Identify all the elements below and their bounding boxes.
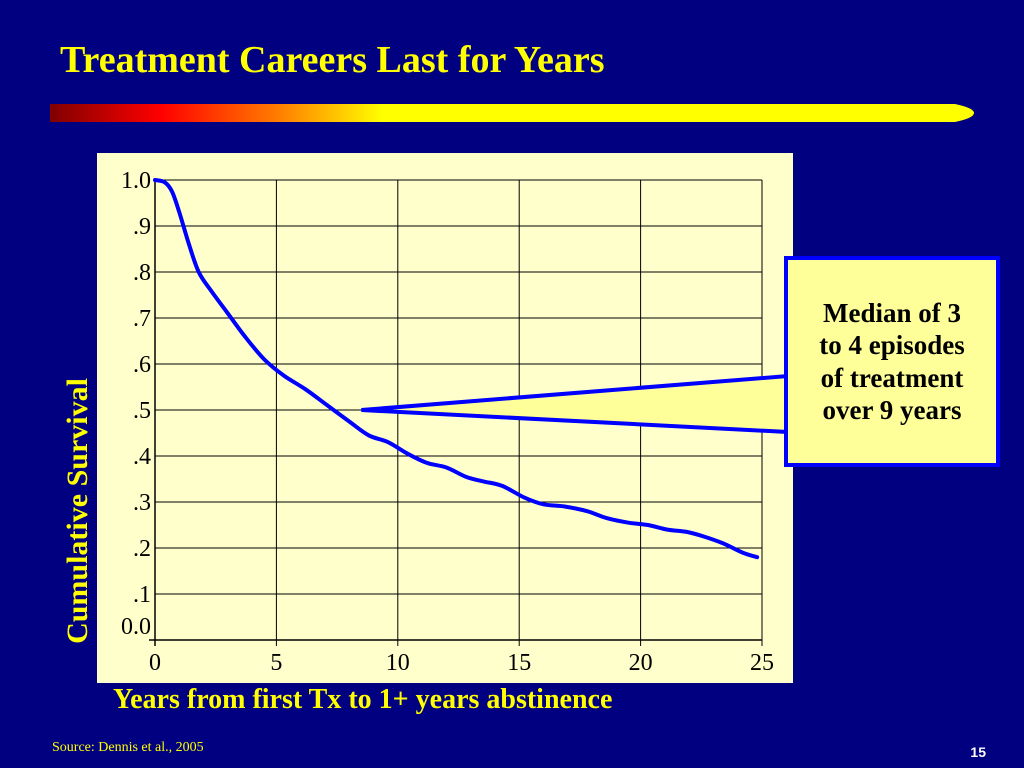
x-axis-label: Years from first Tx to 1+ years abstinen… <box>113 684 613 715</box>
tick-labels-layer: 0.0 .1 .2 .3 .4 .5 .6 .7 .8 .9 1.0 0 5 10 15 20 25 <box>121 168 774 676</box>
y-tick-label-8: .8 <box>133 260 151 286</box>
y-tick-label-6: .6 <box>133 352 151 378</box>
y-tick-label-2: .2 <box>133 536 151 562</box>
survival-curve <box>153 178 760 560</box>
x-tick-label-0: 0 <box>149 650 161 676</box>
title-underline-bar <box>50 104 974 122</box>
axes-layer <box>149 180 763 646</box>
x-tick-label-1: 5 <box>270 650 282 676</box>
x-tick-label-4: 20 <box>629 650 653 676</box>
callout-pointer-wedge <box>361 373 790 435</box>
y-tick-label-3: .3 <box>133 490 151 516</box>
y-tick-label-4: .4 <box>133 444 151 470</box>
y-tick-label-9: .9 <box>133 214 151 240</box>
page-number: 15 <box>970 744 986 760</box>
x-tick-label-2: 10 <box>386 650 410 676</box>
y-tick-label-7: .7 <box>133 306 151 332</box>
y-axis-label-text: Cumulative Survival <box>61 378 94 644</box>
callout-text: Median of 3 to 4 episodes of treatment o… <box>819 297 965 425</box>
x-tick-label-3: 15 <box>507 650 531 676</box>
x-tick-label-5: 25 <box>750 650 774 676</box>
series-layer <box>153 178 760 560</box>
y-tick-label-10: 1.0 <box>121 168 151 194</box>
y-tick-label-5: .5 <box>133 398 151 424</box>
source-citation: Source: Dennis et al., 2005 <box>52 740 204 755</box>
callout-box: Median of 3 to 4 episodes of treatment o… <box>784 256 1000 467</box>
y-tick-label-0: 0.0 <box>121 614 151 640</box>
slide-title: Treatment Careers Last for Years <box>60 39 605 81</box>
y-tick-label-1: .1 <box>133 582 151 608</box>
